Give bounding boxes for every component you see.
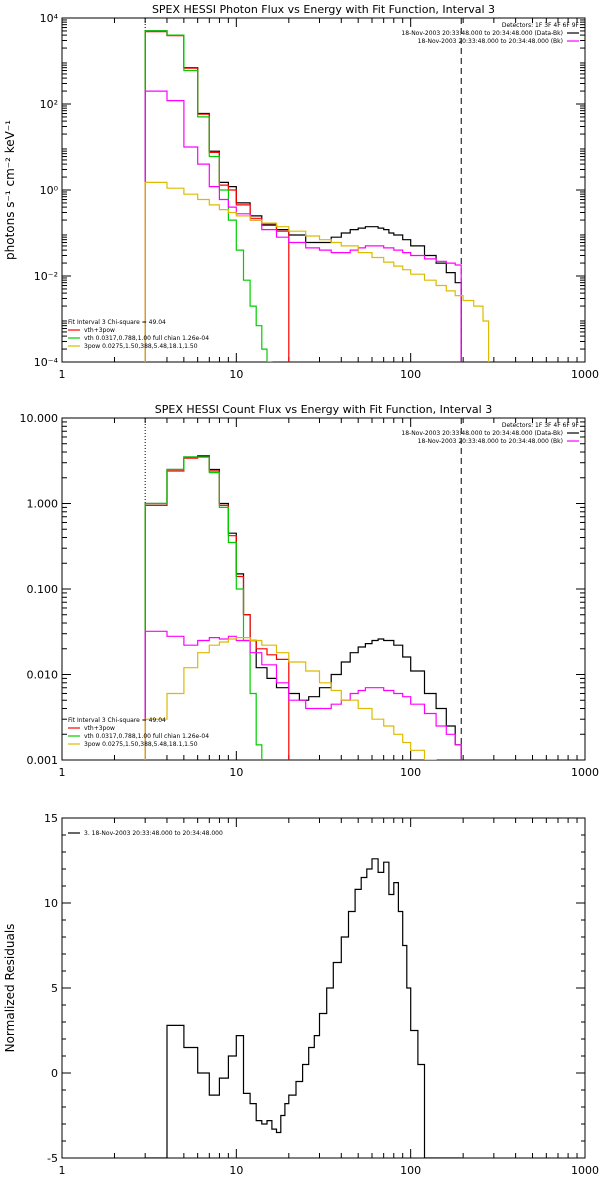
- y-tick-label: 10: [44, 897, 58, 910]
- panel-photon-flux: SPEX HESSI Photon Flux vs Energy with Fi…: [3, 3, 599, 381]
- x-tick-label: 1: [59, 766, 66, 779]
- legend-right-entry: 18-Nov-2003 20:33:48.000 to 20:34:48.000…: [401, 430, 563, 437]
- series-line-0: [144, 30, 462, 362]
- y-tick-label: 10⁻²: [34, 270, 58, 283]
- series-line-0: [144, 858, 462, 1158]
- legend-left-entry: vth 0.0317,0.788,1.00 full chian 1.26e-0…: [84, 335, 209, 342]
- series-group: [144, 30, 490, 362]
- y-axis-label: photons s⁻¹ cm⁻² keV⁻¹: [3, 120, 17, 260]
- legend-right-entry: Detectors: 1F 3F 4F 6F 9F: [502, 422, 580, 429]
- series-line-3: [144, 90, 462, 362]
- x-tick-label: 1000: [571, 368, 599, 381]
- x-tick-label: 1000: [571, 1164, 599, 1177]
- y-axis-label: Normalized Residuals: [3, 924, 17, 1053]
- plot-frame: [61, 17, 586, 363]
- panel-residuals: 1 10 100 1000 -5 0 5 10 15 Normalized Residuals 3.…: [3, 812, 599, 1177]
- x-tick-label: 10: [229, 1164, 243, 1177]
- x-tick-label: 10: [229, 368, 243, 381]
- y-tick-label: 10.000: [20, 412, 59, 425]
- series-line-3: [144, 630, 462, 760]
- y-tick-label: 0.001: [27, 754, 59, 767]
- legend-right-entry: Detectors: 1F 3F 4F 6F 9F: [502, 22, 580, 29]
- legend-right-entry: 18-Nov-2003 20:33:48.000 to 20:34:48.000…: [418, 38, 563, 45]
- legend-right-entry: 18-Nov-2003 20:33:48.000 to 20:34:48.000…: [401, 30, 563, 37]
- y-tick-label: 0.100: [27, 583, 59, 596]
- x-tick-label: 100: [400, 1164, 421, 1177]
- legend-right-entry: 18-Nov-2003 20:33:48.000 to 20:34:48.000…: [418, 438, 563, 445]
- y-tick-label: 10⁻⁴: [34, 356, 59, 369]
- y-tick-label: 10²: [40, 98, 58, 111]
- panel-count-flux: SPEX HESSI Count Flux vs Energy with Fit…: [20, 403, 600, 779]
- series-group: [144, 858, 462, 1158]
- x-tick-label: 1000: [571, 766, 599, 779]
- y-tick-label: 0.010: [27, 669, 59, 682]
- y-tick-label: -5: [47, 1152, 58, 1165]
- x-tick-label: 1: [59, 368, 66, 381]
- series-line-1: [144, 31, 290, 362]
- series-line-4: [144, 181, 490, 362]
- x-tick-label: 100: [400, 766, 421, 779]
- chart-title: SPEX HESSI Count Flux vs Energy with Fit…: [155, 403, 492, 416]
- legend-left-entry: Fit Interval 3 Chi-square = 49.04: [68, 319, 166, 326]
- y-tick-label: 1.000: [27, 498, 59, 511]
- y-tick-label: 10⁴: [40, 12, 59, 25]
- x-tick-label: 100: [400, 368, 421, 381]
- series-line-2: [144, 30, 273, 362]
- legend-left-entry: 3. 18-Nov-2003 20:33:48.000 to 20:34:48.…: [84, 830, 223, 837]
- legend-left-entry: 3pow 0.0275,1.50,388,5.48,18.1,1.50: [84, 741, 198, 748]
- series-line-2: [144, 456, 263, 760]
- series-line-4: [144, 637, 437, 760]
- y-tick-label: 0: [51, 1067, 58, 1080]
- y-tick-label: 15: [44, 812, 58, 825]
- legend-left-entry: vth+3pow: [84, 327, 115, 334]
- y-tick-label: 5: [51, 982, 58, 995]
- legend-left-entry: 3pow 0.0275,1.50,388,5.48,18.1,1.50: [84, 343, 198, 350]
- x-tick-label: 1: [59, 1164, 66, 1177]
- y-tick-label: 10⁰: [40, 184, 59, 197]
- series-group: [144, 455, 462, 760]
- x-tick-label: 10: [229, 766, 243, 779]
- chart-title: SPEX HESSI Photon Flux vs Energy with Fi…: [152, 3, 495, 16]
- plot-frame: [61, 817, 586, 1159]
- legend-left-entry: vth+3pow: [84, 725, 115, 732]
- legend-left-entry: Fit Interval 3 Chi-square = 49.04: [68, 717, 166, 724]
- legend-left-entry: vth 0.0317,0.788,1.00 full chian 1.26e-0…: [84, 733, 209, 740]
